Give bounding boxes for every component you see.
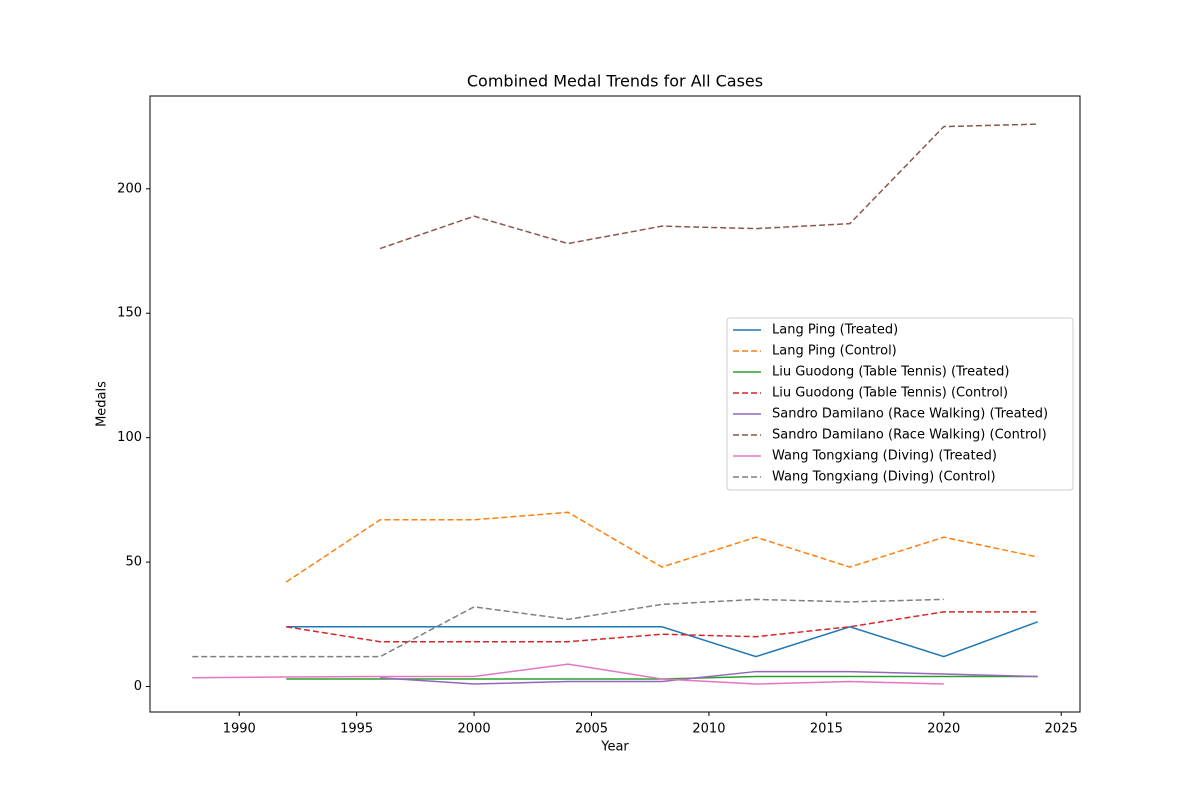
- plot-frame: [149, 95, 1081, 713]
- legend-label: Sandro Damilano (Race Walking) (Treated): [772, 407, 1048, 422]
- legend-label: Lang Ping (Control): [772, 344, 897, 359]
- x-tick-label: 2015: [810, 722, 843, 737]
- legend-label: Liu Guodong (Table Tennis) (Treated): [772, 365, 1010, 380]
- data-line: [285, 511, 1038, 583]
- x-axis-label: Year: [600, 740, 629, 755]
- y-tick-label: 100: [117, 430, 142, 445]
- data-line: [286, 621, 1038, 658]
- x-tick-label: 2025: [1045, 722, 1078, 737]
- legend-label: Liu Guodong (Table Tennis) (Control): [772, 386, 1008, 401]
- data-line: [380, 670, 1038, 685]
- x-tick-label: 1995: [340, 722, 373, 737]
- legend-label: Wang Tongxiang (Diving) (Control): [772, 470, 996, 485]
- x-tick-label: 2000: [458, 722, 491, 737]
- chart-title: Combined Medal Trends for All Cases: [467, 72, 763, 91]
- legend-box: [726, 317, 1074, 491]
- legend-label: Sandro Damilano (Race Walking) (Control): [772, 428, 1047, 443]
- data-line: [192, 598, 944, 658]
- y-tick-label: 200: [117, 181, 142, 196]
- y-tick-label: 0: [134, 679, 142, 694]
- data-line: [192, 663, 944, 685]
- y-tick-label: 50: [125, 555, 142, 570]
- data-line: [286, 611, 1038, 643]
- legend-label: Wang Tongxiang (Diving) (Treated): [772, 449, 997, 464]
- x-tick-label: 2020: [927, 722, 960, 737]
- y-axis-label: Medals: [95, 381, 110, 427]
- y-tick-label: 150: [117, 306, 142, 321]
- x-tick-label: 2005: [575, 722, 608, 737]
- x-tick-label: 2010: [692, 722, 725, 737]
- x-tick-label: 1990: [223, 722, 256, 737]
- legend-label: Lang Ping (Treated): [772, 323, 898, 338]
